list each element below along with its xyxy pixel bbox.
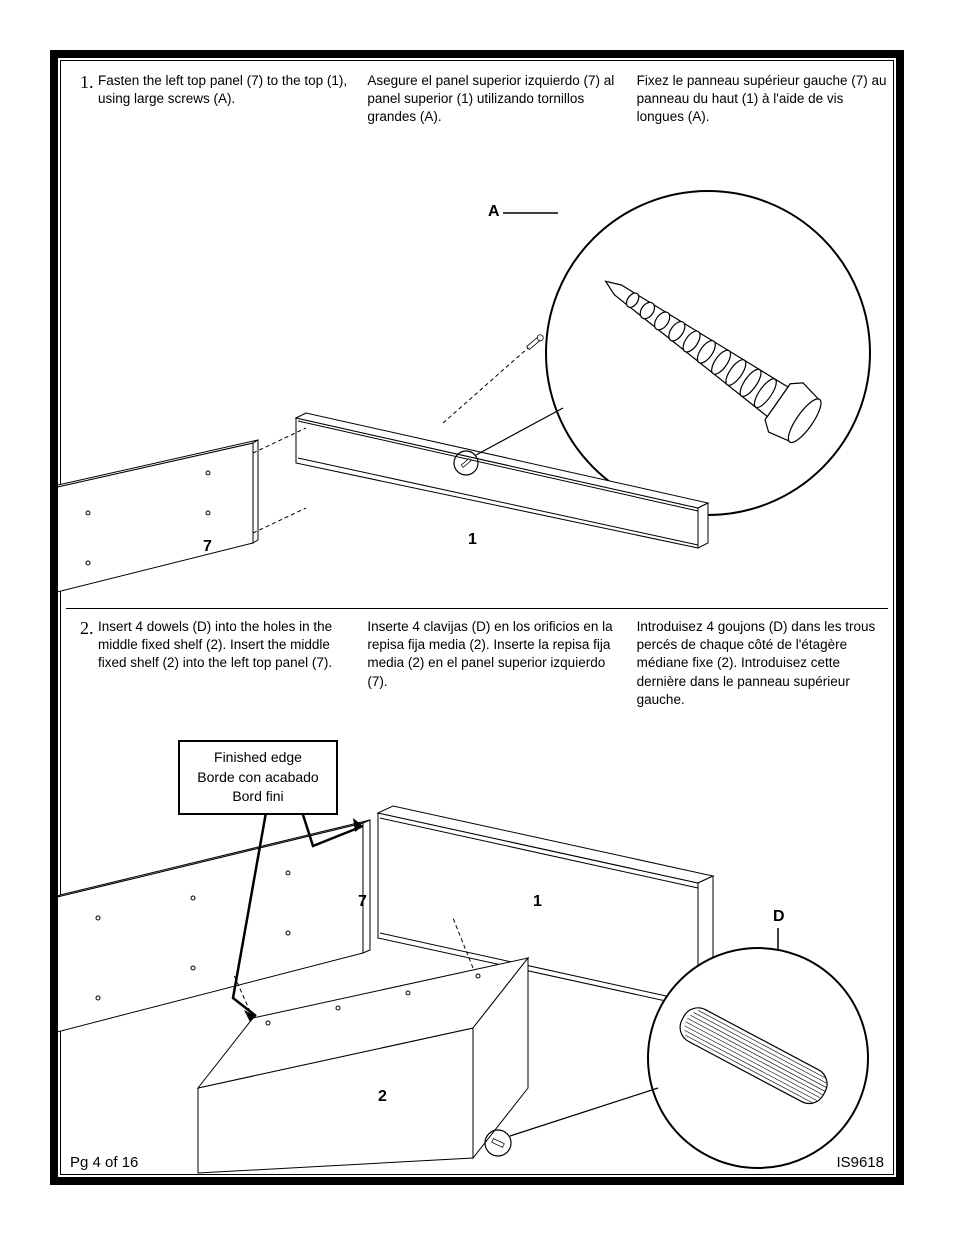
label-1-s2: 1 — [533, 893, 542, 911]
callout-en: Finished edge — [190, 748, 326, 768]
label-1-s1: 1 — [468, 531, 477, 549]
label-7-s1: 7 — [203, 538, 212, 556]
section-divider — [66, 608, 888, 609]
step2-es-text: Inserte 4 clavijas (D) en los orificios … — [367, 619, 612, 689]
instruction-page: 1. Fasten the left top panel (7) to the … — [50, 50, 904, 1185]
label-D: D — [773, 908, 785, 926]
callout-fr: Bord fini — [190, 787, 326, 807]
step2-text-row: 2. Insert 4 dowels (D) into the holes in… — [98, 618, 888, 709]
step1-fr: Fixez le panneau supérieur gauche (7) au… — [637, 72, 888, 127]
step1-diagram — [58, 153, 896, 593]
finished-edge-callout: Finished edge Borde con acabado Bord fin… — [178, 740, 338, 815]
step1-number: 1. — [80, 70, 94, 94]
step1-fr-text: Fixez le panneau supérieur gauche (7) au… — [637, 73, 887, 124]
label-A: A — [488, 203, 500, 221]
step2-fr: Introduisez 4 goujons (D) dans les trous… — [637, 618, 888, 709]
page-footer: Pg 4 of 16 IS9618 — [70, 1154, 884, 1171]
callout-es: Borde con acabado — [190, 768, 326, 788]
step2-number: 2. — [80, 616, 94, 640]
step1-en: 1. Fasten the left top panel (7) to the … — [98, 72, 349, 127]
step2-en: 2. Insert 4 dowels (D) into the holes in… — [98, 618, 349, 709]
step1-en-text: Fasten the left top panel (7) to the top… — [98, 73, 347, 106]
step2-en-text: Insert 4 dowels (D) into the holes in th… — [98, 619, 332, 670]
step1-es-text: Asegure el panel superior izquierdo (7) … — [367, 73, 614, 124]
page-number: Pg 4 of 16 — [70, 1154, 138, 1171]
step1-text-row: 1. Fasten the left top panel (7) to the … — [98, 72, 888, 127]
label-2-s2: 2 — [378, 1088, 387, 1106]
label-7-s2: 7 — [358, 893, 367, 911]
step2-es: Inserte 4 clavijas (D) en los orificios … — [367, 618, 618, 709]
step2-fr-text: Introduisez 4 goujons (D) dans les trous… — [637, 619, 876, 707]
step1-es: Asegure el panel superior izquierdo (7) … — [367, 72, 618, 127]
doc-id: IS9618 — [836, 1154, 884, 1171]
